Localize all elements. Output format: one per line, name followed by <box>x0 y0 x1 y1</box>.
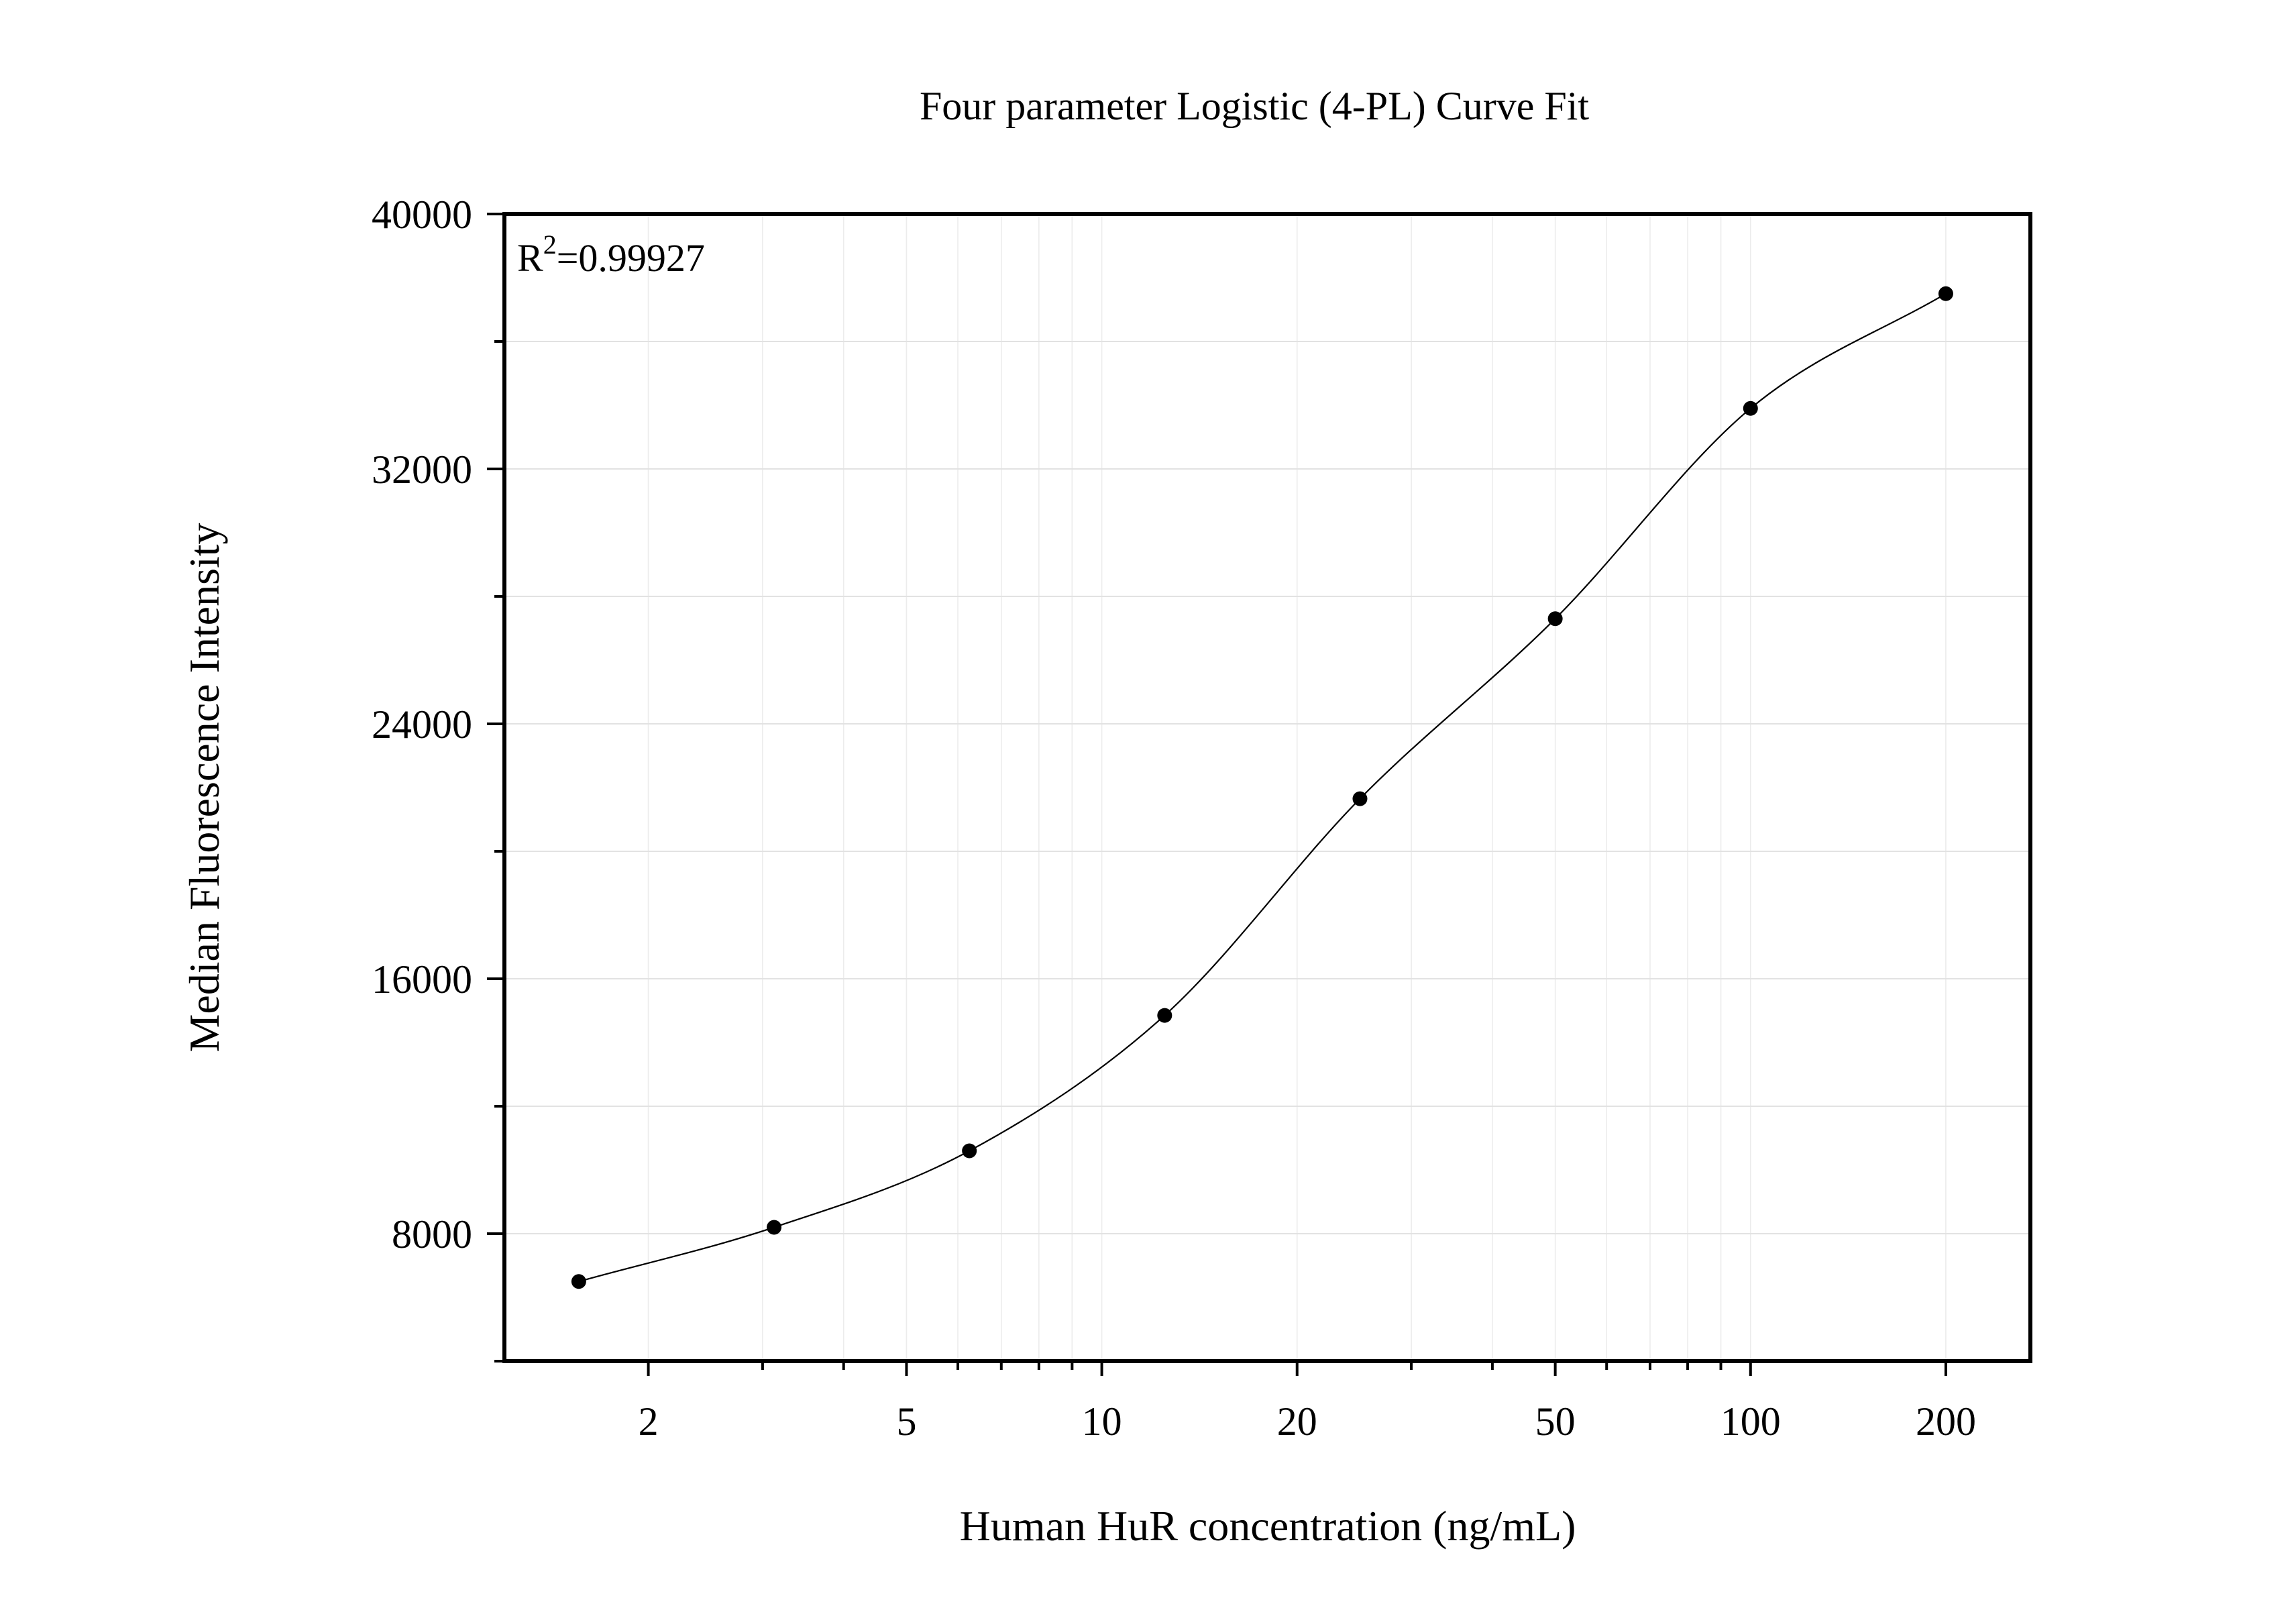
x-axis: 2 5 10 20 50 100 200 <box>639 1361 1976 1444</box>
grid-layer <box>504 214 2030 1361</box>
x-tick-label: 100 <box>1720 1399 1781 1444</box>
x-tick-label: 50 <box>1535 1399 1576 1444</box>
y-tick-label: 8000 <box>392 1212 472 1257</box>
y-axis-label: Median Fluorescence Intensity <box>180 523 228 1052</box>
data-points <box>571 286 1953 1289</box>
y-tick-label: 32000 <box>372 447 472 492</box>
y-tick-label: 24000 <box>372 702 472 747</box>
r-squared-value: =0.99927 <box>557 236 705 280</box>
r-squared-annotation: R2=0.99927 <box>517 229 705 280</box>
x-tick-label: 20 <box>1277 1399 1317 1444</box>
data-point <box>1547 611 1563 627</box>
data-point <box>1352 791 1368 806</box>
data-point <box>767 1220 782 1235</box>
fit-curve <box>578 292 1947 1283</box>
r-squared-base: R <box>517 236 543 280</box>
r-squared-exponent: 2 <box>543 229 557 260</box>
chart-title: Four parameter Logistic (4-PL) Curve Fit <box>920 84 1589 128</box>
x-tick-label: 2 <box>639 1399 659 1444</box>
data-point <box>571 1274 586 1289</box>
x-tick-label: 10 <box>1082 1399 1122 1444</box>
r-squared-text: R2=0.99927 <box>517 229 705 280</box>
data-point <box>1938 286 1953 301</box>
data-point <box>1743 400 1758 416</box>
y-axis: 8000 16000 24000 32000 40000 <box>372 193 504 1362</box>
plot-frame <box>502 212 2032 1363</box>
data-point <box>1157 1008 1172 1023</box>
x-tick-label: 200 <box>1916 1399 1976 1444</box>
y-tick-label: 16000 <box>372 957 472 1002</box>
y-tick-label: 40000 <box>372 193 472 237</box>
x-tick-label: 5 <box>896 1399 916 1444</box>
x-axis-label: Human HuR concentration (ng/mL) <box>960 1502 1576 1550</box>
data-point <box>962 1143 977 1159</box>
